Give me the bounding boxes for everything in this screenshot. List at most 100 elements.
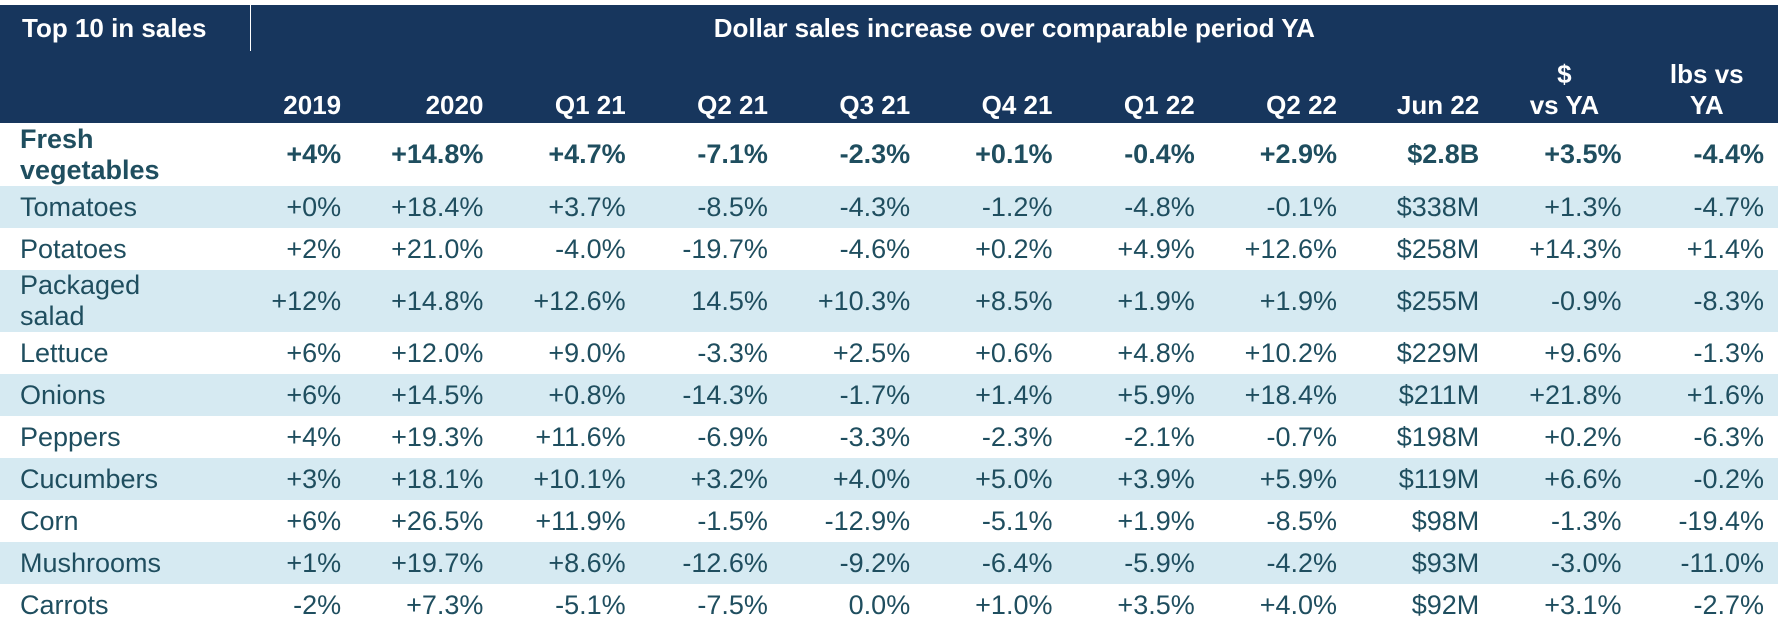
table-cell: -5.1% xyxy=(555,589,626,620)
row-label: Lettuce xyxy=(0,332,250,374)
table-cell: -8.5% xyxy=(697,191,768,222)
table-cell: -1.7% xyxy=(839,379,911,410)
table-cell: +1.0% xyxy=(975,589,1053,620)
table-cell: +9.6% xyxy=(1544,337,1622,368)
header-blank xyxy=(0,51,250,123)
table-cell: -1.3% xyxy=(1550,505,1622,536)
table-cell: +1.6% xyxy=(1686,379,1764,410)
table-cell: +3.5% xyxy=(1544,139,1622,169)
table-cell: +4.0% xyxy=(832,463,911,494)
row-label-line: salad xyxy=(20,301,85,331)
row-label-line: Carrots xyxy=(20,589,109,620)
table-row: Carrots -2% +7.3% -5.1% -7.5% 0.0% +1.0% +3.5% +… xyxy=(0,584,1778,626)
table-cell: $2.8B xyxy=(1407,139,1480,169)
column-group-heading: Dollar sales increase over comparable pe… xyxy=(713,12,1315,43)
table-cell: -3.0% xyxy=(1550,547,1622,578)
header-line: YA xyxy=(1689,90,1724,120)
table-cell: $198M xyxy=(1396,421,1480,452)
table-cell: $338M xyxy=(1396,191,1480,222)
row-label-line: vegetables xyxy=(20,154,160,185)
table-cell: -19.7% xyxy=(682,233,768,264)
table-cell: $93M xyxy=(1411,547,1480,578)
row-label: Fresh vegetables xyxy=(0,123,250,186)
table-cell: +0% xyxy=(286,191,342,222)
row-label-line: Fresh xyxy=(20,123,94,154)
table-cell: -2.7% xyxy=(1693,589,1764,620)
table-cell: -3.3% xyxy=(839,421,911,452)
table-cell: -3.3% xyxy=(697,337,768,368)
vegetable-sales-table: Top 10 in sales Dollar sales increase ov… xyxy=(0,5,1778,626)
table-row: Potatoes +2% +21.0% -4.0% -19.7% -4.6% +0.2% +4… xyxy=(0,228,1778,270)
column-header: Q2 21 xyxy=(697,90,768,120)
table-cell: +10.2% xyxy=(1244,337,1337,368)
table-cell: -0.2% xyxy=(1693,463,1764,494)
header-line: lbs vs xyxy=(1669,59,1744,89)
row-label: Onions xyxy=(0,374,250,416)
table-cell: -4.2% xyxy=(1266,547,1337,578)
column-header: Q4 21 xyxy=(981,90,1053,120)
column-header: Q2 22 xyxy=(1266,90,1337,120)
table-cell: +10.3% xyxy=(817,285,911,316)
table-cell: $258M xyxy=(1396,233,1480,264)
table-cell: -19.4% xyxy=(1678,505,1764,536)
table-cell: -7.1% xyxy=(697,139,768,169)
table-cell: +14.8% xyxy=(391,285,484,316)
table-cell: +1.9% xyxy=(1117,285,1195,316)
table-cell: $98M xyxy=(1411,505,1480,536)
table-cell: +1% xyxy=(286,547,342,578)
table-cell: -14.3% xyxy=(682,379,768,410)
table-row: Mushrooms +1% +19.7% +8.6% -12.6% -9.2% -6.4% -… xyxy=(0,542,1778,584)
table-cell: -11.0% xyxy=(1680,547,1764,578)
table-cell: +7.3% xyxy=(406,589,484,620)
table-row: Corn +6% +26.5% +11.9% -1.5% -12.9% -5.1% +1.9%… xyxy=(0,500,1778,542)
table-cell: +1.3% xyxy=(1544,191,1622,222)
table-cell: +4.0% xyxy=(1259,589,1337,620)
table-cell: -4.0% xyxy=(555,233,626,264)
table-cell: $229M xyxy=(1396,337,1480,368)
table-cell: -2.3% xyxy=(839,139,911,169)
table-row: Onions +6% +14.5% +0.8% -14.3% -1.7% +1.4% +5.9… xyxy=(0,374,1778,416)
column-header: Q1 22 xyxy=(1123,90,1195,120)
table-cell: +21.0% xyxy=(391,233,484,264)
table-cell: +12% xyxy=(271,285,342,316)
table-cell: +9.0% xyxy=(548,337,626,368)
table-cell: -0.4% xyxy=(1124,139,1195,169)
table-row: Tomatoes +0% +18.4% +3.7% -8.5% -4.3% -1.2% -4.… xyxy=(0,186,1778,228)
row-label-line: Mushrooms xyxy=(20,547,162,578)
table-row: Packaged salad +12% +14.8% +12.6% 14.5% +10.3%… xyxy=(0,270,1778,332)
row-label-line: Onions xyxy=(20,379,106,410)
table-cell: +3.2% xyxy=(690,463,768,494)
column-header: Q3 21 xyxy=(839,90,911,120)
table-cell: -4.3% xyxy=(839,191,911,222)
table-cell: +8.5% xyxy=(975,285,1053,316)
header-line: vs YA xyxy=(1529,90,1600,120)
table-cell: -8.3% xyxy=(1693,285,1764,316)
table-cell: +3.9% xyxy=(1117,463,1195,494)
column-header: Jun 22 xyxy=(1396,90,1480,120)
table-cell: +0.2% xyxy=(975,233,1053,264)
table-cell: +18.4% xyxy=(391,191,484,222)
table-cell: +14.8% xyxy=(391,139,484,169)
table-cell: +11.9% xyxy=(535,505,626,536)
table-cell: +8.6% xyxy=(548,547,626,578)
table-cell: -4.7% xyxy=(1693,191,1764,222)
row-label-line: Corn xyxy=(20,505,79,536)
row-label-line: Peppers xyxy=(20,421,121,452)
table-row: Peppers +4% +19.3% +11.6% -6.9% -3.3% -2.3% -2.… xyxy=(0,416,1778,458)
row-label-line: Lettuce xyxy=(20,337,109,368)
table-cell: -7.5% xyxy=(697,589,768,620)
row-label: Corn xyxy=(0,500,250,542)
table-cell: +1.4% xyxy=(975,379,1053,410)
table-cell: -0.7% xyxy=(1266,421,1337,452)
table-cell: +0.1% xyxy=(975,139,1053,169)
table-cell: +0.2% xyxy=(1544,421,1622,452)
table-cell: -4.6% xyxy=(839,233,911,264)
row-label: Peppers xyxy=(0,416,250,458)
table-cell: +6% xyxy=(286,379,342,410)
table-cell: -12.6% xyxy=(682,547,768,578)
table-cell: $211M xyxy=(1398,379,1480,410)
table-cell: +6% xyxy=(286,337,342,368)
table-cell: $255M xyxy=(1396,285,1480,316)
table-cell: +4.7% xyxy=(548,139,626,169)
table-cell: +11.6% xyxy=(535,421,626,452)
